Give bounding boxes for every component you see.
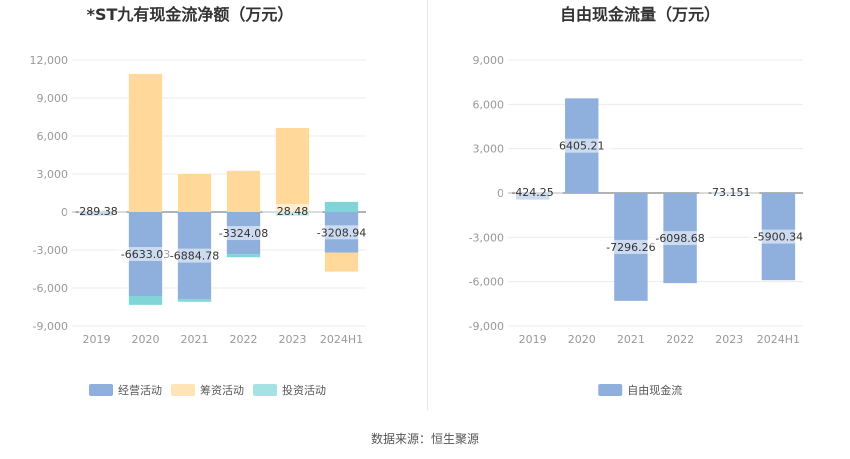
data-label-bg [115,247,176,262]
bar [275,128,310,212]
data-label: -3208.94 [317,226,366,239]
y-tick-label: 3,000 [37,168,69,181]
x-tick-label: 2023 [279,333,307,346]
data-source-note: 数据来源：恒生聚源 [370,432,479,446]
x-tick-label: 2022 [666,333,694,346]
x-tick-label: 2020 [132,333,160,346]
x-tick-label: 2019 [519,333,547,346]
data-label: -73.151 [708,186,750,199]
legend-swatch [171,384,195,396]
legend-swatch [253,384,277,396]
y-tick-label: 0 [61,206,68,219]
data-label-bg [164,248,225,263]
chart-title: *ST九有现金流净额（万元） [87,5,294,24]
data-label: -7296.26 [606,241,655,254]
data-label-bg [551,138,612,153]
bar [324,201,359,212]
y-tick-label: 6,000 [473,98,505,111]
data-label-bg [600,239,661,254]
x-tick-label: 2019 [83,333,111,346]
data-label-bg [262,204,323,218]
bar [128,73,163,212]
bar [226,170,261,212]
x-tick-label: 2024H1 [757,333,800,346]
x-tick-label: 2024H1 [320,333,363,346]
legend-item-label: 筹资活动 [200,383,244,397]
data-label-bg [748,229,809,244]
y-tick-label: -6,000 [469,276,504,289]
chart-divider [427,0,428,410]
bar [177,174,212,212]
x-tick-label: 2021 [181,333,209,346]
data-label: -6098.68 [655,232,704,245]
legend-item-label: 自由现金流 [627,383,682,397]
bar [324,252,359,272]
y-tick-label: 3,000 [473,143,505,156]
data-label: -424.25 [511,186,553,199]
y-tick-label: 6,000 [37,130,69,143]
y-tick-label: -3,000 [33,244,68,257]
data-label-bg [213,226,274,241]
bar [128,296,163,305]
data-label: 6405.21 [559,140,605,153]
data-label: -6633.03 [121,248,170,261]
y-tick-label: -9,000 [469,320,504,333]
y-tick-label: -3,000 [469,231,504,244]
legend-item-label: 经营活动 [118,383,162,397]
data-label: -6884.78 [170,250,219,263]
data-label-bg [650,231,711,246]
data-label: -3324.08 [219,227,268,240]
y-tick-label: -9,000 [33,320,68,333]
data-label-bg [699,185,760,199]
x-tick-label: 2023 [715,333,743,346]
data-label: -289.38 [75,205,117,218]
data-label: 28.48 [277,205,309,218]
legend-swatch [598,384,623,396]
x-tick-label: 2021 [617,333,645,346]
y-tick-label: 9,000 [37,92,69,105]
bar [177,299,212,302]
data-label-bg [66,204,127,218]
legend-swatch [89,384,113,396]
y-tick-label: 12,000 [30,54,69,67]
data-label-bg [502,185,563,199]
y-tick-label: 9,000 [473,54,505,67]
x-tick-label: 2022 [230,333,258,346]
data-label-bg [311,225,372,240]
y-tick-label: 0 [497,187,504,200]
legend-item-label: 投资活动 [282,383,326,397]
data-label: -5900.34 [754,231,803,244]
bar [226,254,261,258]
y-tick-label: -6,000 [33,282,68,295]
x-tick-label: 2020 [568,333,596,346]
free-cash-flow-chart: 自由现金流量（万元） -9,000 -6,000 -3,000 0 3,000 6,000 9… [469,5,809,397]
cash-flow-net-chart: *ST九有现金流净额（万元） -9,000 -6,000 -3,000 0 3,000 6,… [30,5,372,397]
chart-title: 自由现金流量（万元） [560,5,720,24]
